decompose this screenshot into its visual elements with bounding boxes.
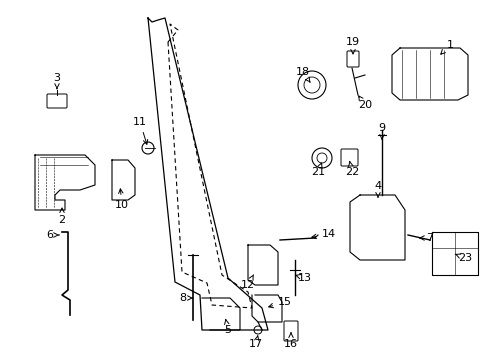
- FancyBboxPatch shape: [346, 51, 358, 67]
- Text: 10: 10: [115, 189, 129, 210]
- Text: 22: 22: [344, 161, 358, 177]
- Text: 5: 5: [224, 319, 231, 335]
- Text: 14: 14: [311, 229, 335, 239]
- Text: 17: 17: [248, 336, 263, 349]
- Text: 12: 12: [241, 275, 255, 290]
- Text: 16: 16: [284, 333, 297, 349]
- Circle shape: [142, 142, 154, 154]
- Text: 8: 8: [179, 293, 192, 303]
- Circle shape: [297, 71, 325, 99]
- Circle shape: [311, 148, 331, 168]
- Circle shape: [316, 153, 326, 163]
- FancyBboxPatch shape: [340, 149, 357, 166]
- Text: 9: 9: [378, 123, 385, 139]
- Text: 6: 6: [46, 230, 59, 240]
- Text: 1: 1: [440, 40, 452, 54]
- Text: 11: 11: [133, 117, 147, 144]
- Text: 18: 18: [295, 67, 309, 82]
- Text: 4: 4: [374, 181, 381, 197]
- Text: 15: 15: [268, 297, 291, 308]
- Text: 20: 20: [357, 96, 371, 110]
- Text: 3: 3: [53, 73, 61, 89]
- FancyBboxPatch shape: [47, 94, 67, 108]
- Text: 21: 21: [310, 163, 325, 177]
- Text: 19: 19: [345, 37, 359, 54]
- Text: 2: 2: [59, 208, 65, 225]
- Text: 7: 7: [419, 233, 432, 243]
- Text: 13: 13: [295, 273, 311, 283]
- Text: 23: 23: [454, 253, 471, 263]
- Circle shape: [304, 77, 319, 93]
- Circle shape: [253, 326, 262, 334]
- FancyBboxPatch shape: [284, 321, 297, 341]
